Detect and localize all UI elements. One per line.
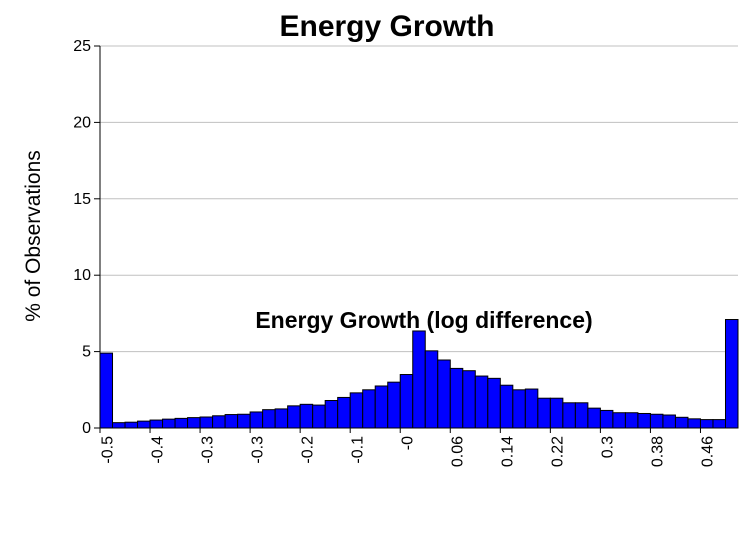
histogram-bar: [524, 388, 539, 429]
y-tick-label: 25: [73, 38, 91, 55]
histogram-bar: [112, 422, 126, 429]
histogram-bar: [487, 377, 501, 429]
histogram-bar: [699, 419, 714, 429]
histogram-bar: [499, 384, 514, 429]
x-tick-label: 0.3: [600, 436, 617, 458]
x-tick-label: 0.22: [550, 436, 567, 467]
x-tick-label: -0: [399, 436, 416, 450]
histogram-bar: [299, 403, 314, 429]
bars: [99, 319, 739, 429]
histogram-bar: [449, 367, 464, 429]
histogram-bar: [349, 392, 364, 429]
x-tick-label: -0.1: [349, 436, 366, 464]
chart-title: Energy Growth: [279, 10, 494, 43]
histogram-bar: [662, 414, 676, 429]
histogram-bar: [474, 375, 489, 429]
axes: [94, 45, 738, 433]
y-axis-label: % of Observations: [22, 150, 45, 322]
histogram-bar: [624, 412, 639, 429]
histogram-bar: [724, 319, 739, 429]
histogram-bar: [462, 370, 476, 429]
histogram-bar: [337, 396, 351, 429]
histogram-bar: [324, 399, 339, 429]
y-tick-label: 5: [82, 344, 91, 361]
y-tick-label: 15: [73, 191, 91, 208]
y-tick-label: 10: [73, 267, 91, 284]
histogram-bar: [362, 389, 376, 429]
x-tick-label: -0.2: [299, 436, 316, 464]
histogram-bar: [587, 407, 601, 429]
histogram-bar: [549, 397, 564, 429]
histogram-bar: [124, 421, 139, 429]
histogram-bar: [249, 411, 264, 429]
x-tick-labels: -0.5 -0.4 -0.3 -0.3 -0.2 -0.1 -0 0.06 0.14 0.22 0.…: [99, 436, 716, 467]
histogram-bar: [374, 385, 389, 429]
histogram-bar: [574, 402, 589, 429]
histogram-bar: [224, 414, 239, 429]
x-tick-label: -0.3: [249, 436, 266, 464]
histogram-bar: [537, 397, 551, 429]
histogram-bar: [562, 402, 576, 429]
y-tick-label: 0: [82, 420, 91, 437]
histogram-bar: [137, 420, 151, 429]
x-tick-label: 0.46: [700, 436, 717, 467]
x-tick-label: 0.06: [450, 436, 467, 467]
histogram-bar: [174, 417, 189, 429]
histogram-bar: [612, 412, 626, 429]
histogram-bar: [437, 359, 451, 429]
histogram-bar: [412, 330, 426, 429]
histogram-bar: [99, 352, 114, 429]
x-tick-label: 0.14: [500, 436, 517, 467]
histogram-bar: [274, 408, 289, 429]
x-tick-label: -0.3: [199, 436, 216, 464]
histogram-bar: [399, 374, 414, 429]
histogram-bar: [674, 416, 689, 429]
histogram-bar: [199, 416, 214, 429]
x-tick-label: -0.4: [149, 436, 166, 464]
histogram-bar: [649, 413, 664, 429]
x-tick-label: -0.5: [99, 436, 116, 464]
histogram-bar: [512, 389, 526, 429]
histogram-bar: [599, 409, 614, 429]
gridlines: [100, 45, 738, 353]
histogram-bar: [424, 350, 439, 429]
histogram-bar: [287, 405, 301, 429]
histogram-bar: [149, 419, 164, 429]
y-tick-label: 20: [73, 114, 91, 131]
histogram-bar: [212, 415, 226, 429]
y-tick-labels: 0 5 10 15 20 25: [73, 38, 91, 437]
histogram-bar: [312, 404, 326, 429]
histogram-bar: [162, 418, 176, 429]
histogram-bar: [262, 409, 276, 429]
histogram-bar: [637, 412, 651, 429]
histogram-bar: [712, 419, 726, 429]
x-tick-label: 0.38: [650, 436, 667, 467]
histogram-bar: [187, 417, 201, 429]
histogram-bar: [237, 413, 251, 429]
histogram-bar: [387, 381, 401, 429]
x-axis-label: Energy Growth (log difference): [255, 307, 592, 333]
histogram-bar: [687, 418, 701, 429]
